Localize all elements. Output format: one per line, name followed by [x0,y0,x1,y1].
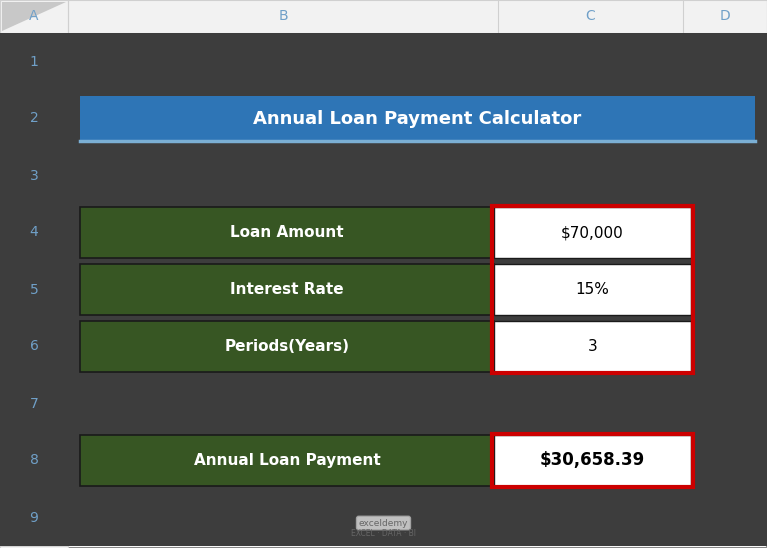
Bar [80,264,494,315]
Text: $30,658.39: $30,658.39 [540,452,645,470]
Bar [80,207,494,258]
Bar [494,435,691,486]
Text: Interest Rate: Interest Rate [230,282,344,297]
Text: $70,000: $70,000 [561,225,624,240]
Bar [80,435,494,486]
Text: Periods(Years): Periods(Years) [225,339,350,354]
Bar [492,206,693,373]
Text: 6: 6 [30,340,38,353]
Text: exceldemy: exceldemy [359,518,408,528]
Text: 4: 4 [30,225,38,239]
Text: 3: 3 [30,168,38,182]
Text: Annual Loan Payment: Annual Loan Payment [193,453,380,468]
Text: 15%: 15% [575,282,610,297]
Text: 8: 8 [30,454,38,467]
Text: Annual Loan Payment Calculator: Annual Loan Payment Calculator [253,110,581,128]
Text: D: D [719,9,730,24]
Polygon shape [2,2,66,31]
Bar [0,0,767,33]
Text: C: C [586,9,595,24]
Bar [80,96,755,141]
Bar [494,321,691,372]
Text: 1: 1 [30,54,38,68]
Text: EXCEL · DATA · BI: EXCEL · DATA · BI [351,529,416,539]
Text: 2: 2 [30,111,38,125]
Text: 3: 3 [588,339,597,354]
Text: B: B [278,9,288,24]
Bar [80,321,494,372]
Text: 5: 5 [30,283,38,296]
Text: A: A [29,9,39,24]
Bar [492,434,693,487]
Text: 9: 9 [30,511,38,524]
Text: Loan Amount: Loan Amount [230,225,344,240]
Bar [0,0,68,548]
Bar [494,264,691,315]
Bar [0,33,68,546]
Bar [494,207,691,258]
Text: 7: 7 [30,397,38,410]
